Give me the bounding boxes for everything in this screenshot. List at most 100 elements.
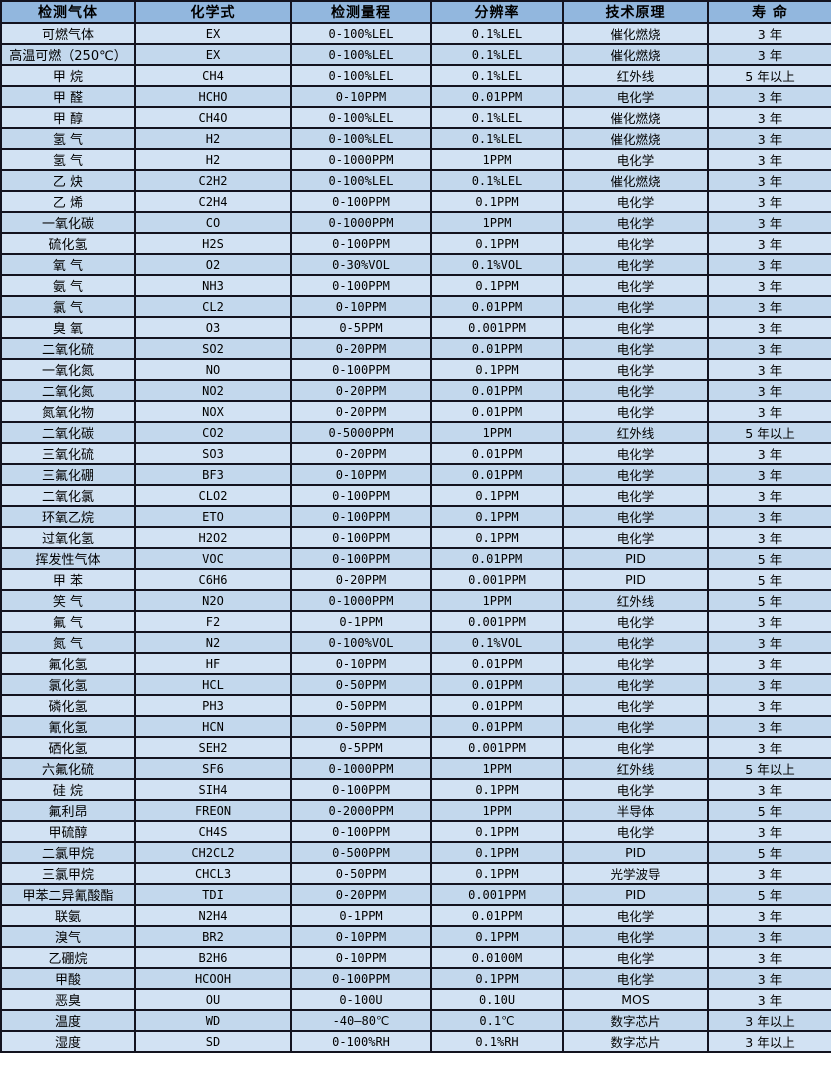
cell-principle: 红外线: [562, 421, 709, 444]
cell-lifespan: 3 年: [707, 778, 831, 801]
cell-gas: 挥发性气体: [0, 547, 136, 570]
cell-lifespan: 5 年: [707, 841, 831, 864]
cell-principle: 电化学: [562, 946, 709, 969]
cell-formula: SEH2: [134, 736, 292, 759]
cell-lifespan: 3 年: [707, 484, 831, 507]
cell-resolution: 0.01PPM: [430, 400, 564, 423]
table-row: 三氟化硼 BF3 0-10PPM 0.01PPM 电化学 3 年: [0, 463, 831, 486]
cell-formula: CLO2: [134, 484, 292, 507]
cell-lifespan: 3 年: [707, 337, 831, 360]
cell-gas: 硫化氢: [0, 232, 136, 255]
cell-range: 0-100PPM: [290, 820, 432, 843]
cell-range: 0-1PPM: [290, 610, 432, 633]
cell-formula: NO: [134, 358, 292, 381]
cell-gas: 二氧化氯: [0, 484, 136, 507]
cell-gas: 溴气: [0, 925, 136, 948]
column-header-range: 检测量程: [290, 0, 432, 24]
table-row: 臭 氧 O3 0-5PPM 0.001PPM 电化学 3 年: [0, 316, 831, 339]
cell-principle: 电化学: [562, 820, 709, 843]
cell-gas: 可燃气体: [0, 22, 136, 45]
cell-range: 0-100PPM: [290, 358, 432, 381]
table-row: 二氯甲烷 CH2CL2 0-500PPM 0.1PPM PID 5 年: [0, 841, 831, 864]
cell-gas: 甲酸: [0, 967, 136, 990]
cell-lifespan: 3 年: [707, 253, 831, 276]
cell-principle: 电化学: [562, 715, 709, 738]
cell-gas: 氟利昂: [0, 799, 136, 822]
cell-principle: 电化学: [562, 274, 709, 297]
cell-range: 0-50PPM: [290, 715, 432, 738]
cell-principle: 催化燃烧: [562, 106, 709, 129]
table-row: 二氧化硫 SO2 0-20PPM 0.01PPM 电化学 3 年: [0, 337, 831, 360]
cell-range: 0-100%LEL: [290, 22, 432, 45]
cell-principle: 电化学: [562, 379, 709, 402]
table-row: 高温可燃（250℃） EX 0-100%LEL 0.1%LEL 催化燃烧 3 年: [0, 43, 831, 66]
cell-formula: CH2CL2: [134, 841, 292, 864]
cell-formula: C2H2: [134, 169, 292, 192]
cell-formula: EX: [134, 43, 292, 66]
cell-formula: CO2: [134, 421, 292, 444]
table-row: 可燃气体 EX 0-100%LEL 0.1%LEL 催化燃烧 3 年: [0, 22, 831, 45]
cell-resolution: 0.001PPM: [430, 883, 564, 906]
table-row: 乙 炔 C2H2 0-100%LEL 0.1%LEL 催化燃烧 3 年: [0, 169, 831, 192]
cell-lifespan: 3 年: [707, 190, 831, 213]
cell-resolution: 0.1PPM: [430, 190, 564, 213]
cell-resolution: 0.001PPM: [430, 568, 564, 591]
cell-resolution: 0.01PPM: [430, 295, 564, 318]
cell-gas: 氮 气: [0, 631, 136, 654]
cell-formula: H2O2: [134, 526, 292, 549]
table-row: 乙硼烷 B2H6 0-10PPM 0.0100M 电化学 3 年: [0, 946, 831, 969]
cell-resolution: 0.1%LEL: [430, 169, 564, 192]
cell-range: 0-20PPM: [290, 400, 432, 423]
table-row: 六氟化硫 SF6 0-1000PPM 1PPM 红外线 5 年以上: [0, 757, 831, 780]
cell-resolution: 0.1PPM: [430, 526, 564, 549]
cell-gas: 一氧化碳: [0, 211, 136, 234]
cell-gas: 氢 气: [0, 127, 136, 150]
table-row: 氯 气 CL2 0-10PPM 0.01PPM 电化学 3 年: [0, 295, 831, 318]
cell-gas: 恶臭: [0, 988, 136, 1011]
table-row: 氮氧化物 NOX 0-20PPM 0.01PPM 电化学 3 年: [0, 400, 831, 423]
cell-lifespan: 3 年: [707, 295, 831, 318]
cell-lifespan: 3 年: [707, 358, 831, 381]
cell-resolution: 1PPM: [430, 757, 564, 780]
cell-range: 0-50PPM: [290, 673, 432, 696]
cell-gas: 二氧化氮: [0, 379, 136, 402]
cell-lifespan: 3 年: [707, 736, 831, 759]
cell-formula: TDI: [134, 883, 292, 906]
cell-lifespan: 3 年: [707, 652, 831, 675]
table-row: 硒化氢 SEH2 0-5PPM 0.001PPM 电化学 3 年: [0, 736, 831, 759]
table-row: 恶臭 OU 0-100U 0.10U MOS 3 年: [0, 988, 831, 1011]
cell-gas: 硒化氢: [0, 736, 136, 759]
cell-formula: CHCL3: [134, 862, 292, 885]
cell-principle: 电化学: [562, 295, 709, 318]
cell-gas: 过氧化氢: [0, 526, 136, 549]
cell-formula: FREON: [134, 799, 292, 822]
cell-resolution: 0.01PPM: [430, 337, 564, 360]
table-row: 三氧化硫 SO3 0-20PPM 0.01PPM 电化学 3 年: [0, 442, 831, 465]
cell-formula: NO2: [134, 379, 292, 402]
cell-range: 0-100PPM: [290, 232, 432, 255]
cell-resolution: 1PPM: [430, 589, 564, 612]
cell-principle: MOS: [562, 988, 709, 1011]
cell-principle: 电化学: [562, 400, 709, 423]
cell-lifespan: 3 年: [707, 925, 831, 948]
cell-resolution: 0.1PPM: [430, 841, 564, 864]
cell-gas: 氧 气: [0, 253, 136, 276]
table-row: 笑 气 N2O 0-1000PPM 1PPM 红外线 5 年: [0, 589, 831, 612]
cell-resolution: 0.1PPM: [430, 358, 564, 381]
cell-formula: N2H4: [134, 904, 292, 927]
cell-resolution: 0.1PPM: [430, 232, 564, 255]
cell-formula: CO: [134, 211, 292, 234]
cell-principle: 电化学: [562, 442, 709, 465]
cell-resolution: 0.1%LEL: [430, 22, 564, 45]
table-row: 氢 气 H2 0-1000PPM 1PPM 电化学 3 年: [0, 148, 831, 171]
cell-lifespan: 3 年: [707, 211, 831, 234]
cell-lifespan: 3 年: [707, 148, 831, 171]
cell-lifespan: 3 年: [707, 862, 831, 885]
cell-formula: CH4: [134, 64, 292, 87]
cell-gas: 高温可燃（250℃）: [0, 43, 136, 66]
cell-resolution: 0.1%LEL: [430, 106, 564, 129]
cell-range: 0-1000PPM: [290, 757, 432, 780]
cell-principle: 电化学: [562, 736, 709, 759]
table-row: 氨 气 NH3 0-100PPM 0.1PPM 电化学 3 年: [0, 274, 831, 297]
table-row: 硫化氢 H2S 0-100PPM 0.1PPM 电化学 3 年: [0, 232, 831, 255]
